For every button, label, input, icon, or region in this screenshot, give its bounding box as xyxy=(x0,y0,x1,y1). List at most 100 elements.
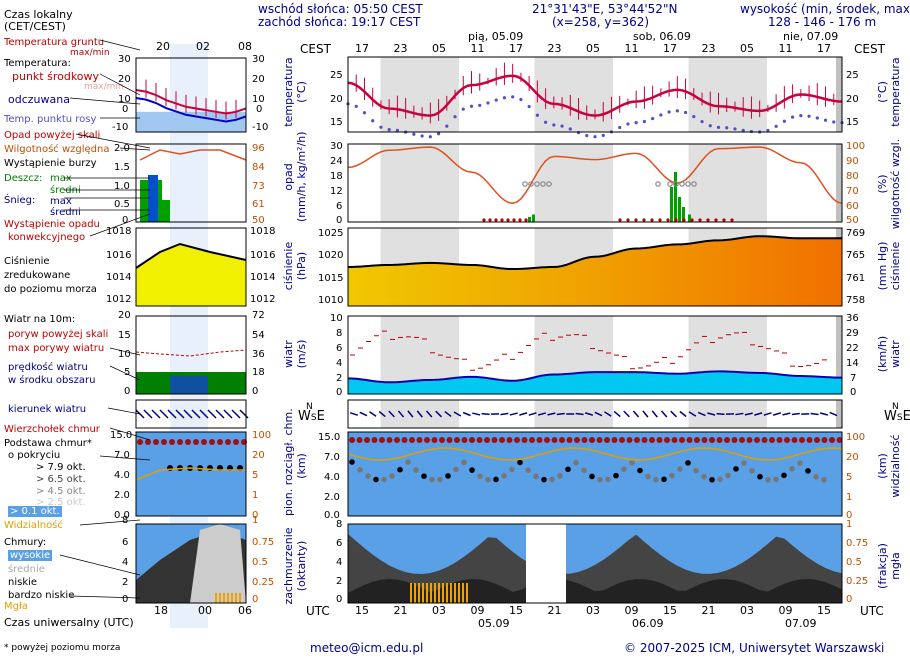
pressure-axis-label-right: (mm Hg) ciśnienie xyxy=(876,241,902,291)
cloud-top-dot xyxy=(544,437,550,443)
convective-dot xyxy=(682,218,686,222)
mini-wind-tick-r: 18 xyxy=(252,367,265,378)
bottom-hour: 09 xyxy=(624,604,639,617)
dew-point-dot xyxy=(807,114,811,118)
legend-leader-line xyxy=(89,213,151,237)
cloud-base-dot xyxy=(733,466,739,472)
legend-okt65: > 6.5 okt. xyxy=(36,474,86,485)
mini-cloudcover-tick: 0 xyxy=(122,594,129,605)
legend-wind-area: w środku obszaru xyxy=(8,375,96,386)
convective-dot xyxy=(512,218,516,222)
wind-arrow xyxy=(688,411,697,417)
wind-line xyxy=(347,370,843,384)
mini-wind-arrow xyxy=(167,409,177,419)
bottom-hour: 03 xyxy=(586,604,600,617)
legend-cloud-base: Podstawa chmur* xyxy=(4,438,92,449)
dew-point-dot xyxy=(618,125,622,130)
mini-pressure-tick: 1018 xyxy=(106,226,132,237)
wind-axis-label: wiatr (m/s) xyxy=(282,339,308,369)
wind-arrow xyxy=(444,410,452,418)
cloud-top-dot xyxy=(686,437,693,443)
cloud-base-dot xyxy=(429,476,435,483)
fog-tick: 0.25 xyxy=(846,576,869,587)
mini-wind-area-dark xyxy=(170,376,208,394)
rain-bar xyxy=(678,197,681,222)
mini-precip-tick: 2.0 xyxy=(114,143,130,154)
cloud-top-dot xyxy=(559,437,565,443)
mini-panel-border xyxy=(135,431,247,517)
fog-bar xyxy=(430,583,432,603)
storm-marker xyxy=(546,181,552,187)
storm-marker xyxy=(679,181,685,187)
dew-point-dot xyxy=(725,126,729,130)
cloud-top-dot xyxy=(746,437,753,443)
cloud-base-dot xyxy=(421,473,427,479)
legend-rain: Deszcz: xyxy=(4,173,43,184)
convective-dot xyxy=(518,218,522,222)
wind-arrow xyxy=(547,412,556,416)
cloud-top-dot xyxy=(521,437,528,443)
end-band xyxy=(836,400,842,428)
mini-pressure-tick: 1014 xyxy=(106,272,132,283)
wind-arrow xyxy=(772,412,782,416)
wind-arrow xyxy=(584,412,594,416)
mini-cloudcover-tick: 4 xyxy=(122,557,129,568)
cloud-top-dot xyxy=(836,437,843,443)
wind-arrow xyxy=(359,411,368,417)
rain-bar xyxy=(688,214,691,222)
cloud-base-dot xyxy=(749,467,755,474)
cloud-top-dot xyxy=(551,437,558,443)
mini-temp-tick: -10 xyxy=(112,122,129,133)
cloud-top-dot xyxy=(499,437,505,443)
night-band xyxy=(688,57,767,132)
email-link[interactable]: meteo@icm.edu.pl xyxy=(310,641,424,655)
legend-temperature: Temperatura: xyxy=(4,58,71,69)
mini-fog-tick: 0.25 xyxy=(252,577,275,588)
pressure-tick-r: 765 xyxy=(846,250,866,261)
mini-fog-tick: 0.5 xyxy=(252,557,268,568)
wind-arrow xyxy=(744,412,753,416)
mini-wind-tick: 0 xyxy=(124,386,131,397)
dew-point-dot xyxy=(486,101,490,105)
dew-point-dot xyxy=(766,128,770,133)
wind-arrow xyxy=(763,412,772,416)
mini-cloudbase-tick: 7.0 xyxy=(114,450,130,461)
legend-leader-line xyxy=(69,595,141,599)
pressure-tick: 1015 xyxy=(318,273,344,284)
mini-cloudcover-tick: 2 xyxy=(122,577,129,588)
legend-felt: odczuwana xyxy=(8,93,70,106)
cloud-base-dot xyxy=(821,476,827,483)
cloud-base-dot xyxy=(765,476,771,483)
mini-humidity-tick: 96 xyxy=(252,143,265,154)
panel-border xyxy=(347,399,843,429)
storm-marker xyxy=(540,181,546,187)
storm-marker xyxy=(667,181,673,187)
legend-dew-point: Temp. punktu rosy xyxy=(4,114,97,125)
wind-arrow xyxy=(670,410,677,418)
mini-pressure-tick-r: 1012 xyxy=(250,294,276,305)
mini-cloud-top-dot xyxy=(217,439,223,445)
visibility-tick: 1 xyxy=(846,492,853,503)
cloud-base-dot xyxy=(797,460,803,467)
mini-fog-tick: 1 xyxy=(252,515,259,526)
legend-wind-title: Wiatr na 10m: xyxy=(4,314,76,325)
dew-point-dot xyxy=(535,113,539,117)
wind-arrow xyxy=(819,412,829,416)
night-band xyxy=(534,57,613,132)
wind-arrow xyxy=(810,412,819,416)
storm-marker xyxy=(655,181,661,187)
mini-visibility-tick: 0 xyxy=(252,510,259,521)
wind-arrow xyxy=(435,410,443,418)
temp-axis-label-right: (°C) temperatura xyxy=(876,57,902,127)
cest-label-right: CEST xyxy=(854,42,885,56)
mini-wind-tick-r: 72 xyxy=(252,310,265,321)
cloud-base-dot xyxy=(597,476,603,483)
visibility-line xyxy=(347,447,843,461)
wind-arrow xyxy=(425,410,433,418)
cloud-top-dot xyxy=(701,437,708,443)
cloud-base-dot xyxy=(541,476,547,483)
rain-bar xyxy=(674,172,677,222)
cloud-top-dot xyxy=(679,437,685,443)
dew-point-dot xyxy=(544,120,548,124)
dew-point-dot xyxy=(626,122,630,126)
